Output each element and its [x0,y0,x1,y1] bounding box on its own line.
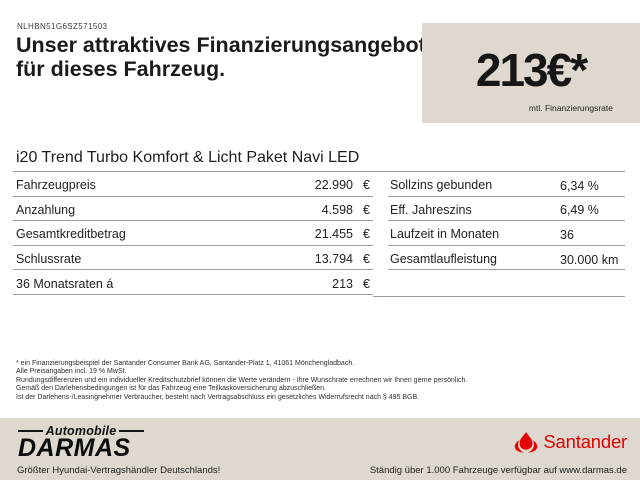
vehicle-title: i20 Trend Turbo Komfort & Licht Paket Na… [16,149,360,166]
darmas-logo-top: Automobile [18,424,144,438]
row-label: Anzahlung [16,202,76,217]
table-row: 36 Monatsraten á 213 € [13,270,373,295]
row-value: 4.598 [321,202,353,217]
darmas-logo: Automobile DARMAS [18,424,144,462]
row-unit: € [363,276,370,291]
row-unit: € [363,178,370,193]
monthly-rate-amount: 213€* [475,44,588,96]
headline: Unser attraktives Finanzierungsangebot f… [16,33,426,81]
headline-line-1: Unser attraktives Finanzierungsangebot [16,33,426,57]
table-bottom-divider [373,295,625,297]
finance-table-left: Fahrzeugpreis 22.990 € Anzahlung 4.598 €… [13,172,373,295]
row-label: Fahrzeugpreis [16,178,96,193]
row-label: Sollzins gebunden [390,178,493,193]
table-row: Gesamtkreditbetrag 21.455 € [13,221,373,246]
row-unit: € [363,227,370,242]
row-unit: € [363,252,370,267]
logo-rule-left [18,430,43,432]
row-value: 30.000 km [560,252,619,267]
bank-claim: Ständig über 1.000 Fahrzeuge verfügbar a… [369,465,627,476]
row-label: 36 Monatsraten á [16,276,114,291]
disclaimer-line: Rundungsdifferenzen und ein individuelle… [16,376,468,384]
row-value: 21.455 [314,227,353,242]
table-row: Eff. Jahreszins 6,49 % [388,197,625,222]
table-row: Fahrzeugpreis 22.990 € [13,172,373,197]
santander-wordmark: Santander [543,431,627,452]
logo-rule-right [119,430,144,432]
table-row: Schlussrate 13.794 € [13,246,373,271]
disclaimer-line: * ein Finanzierungsbeispiel der Santande… [16,360,355,367]
disclaimer-line: Ist der Darlehens-/Leasingnehmer Verbrau… [16,393,420,401]
darmas-wordmark: DARMAS [18,434,131,462]
table-row: Gesamtlaufleistung 30.000 km [388,246,625,271]
footer: Automobile DARMAS Größter Hyundai-Vertra… [0,418,640,480]
row-value: 213 [332,276,353,291]
row-label: Schlussrate [16,252,82,267]
dealer-claim: Größter Hyundai-Vertragshändler Deutschl… [17,465,221,476]
disclaimer-line: Gemäß den Darlehensbedingungen ist für d… [16,385,326,393]
row-label: Gesamtkreditbetrag [16,227,126,242]
table-row: Laufzeit in Monaten 36 [388,221,625,246]
table-row: Sollzins gebunden 6,34 % [388,172,625,197]
darmas-logo-script: Automobile [45,424,117,438]
title-divider [13,171,625,172]
row-value: 13.794 [314,252,353,267]
santander-logo: Santander [514,431,627,453]
disclaimer: * ein Finanzierungsbeispiel der Santande… [16,360,467,402]
disclaimer-line: Alle Preisangaben incl. 19 % MwSt. [16,368,127,376]
headline-line-2: für dieses Fahrzeug. [16,56,226,81]
table-row: Anzahlung 4.598 € [13,197,373,222]
row-label: Eff. Jahreszins [390,202,472,217]
row-label: Gesamtlaufleistung [390,252,498,267]
monthly-rate-caption: mtl. Finanzierungsrate [528,103,613,113]
monthly-rate-box: 213€* mtl. Finanzierungsrate [422,23,640,123]
row-value: 36 [560,227,574,242]
row-value: 6,49 % [560,203,599,218]
row-unit: € [363,202,370,217]
row-value: 6,34 % [560,178,599,193]
finance-table-right: Sollzins gebunden 6,34 % Eff. Jahreszins… [388,172,625,271]
row-value: 22.990 [314,178,353,193]
vin-text: NLHBN51G6SZ571503 [17,22,108,31]
row-label: Laufzeit in Monaten [390,227,500,242]
santander-flame-icon [514,431,538,453]
